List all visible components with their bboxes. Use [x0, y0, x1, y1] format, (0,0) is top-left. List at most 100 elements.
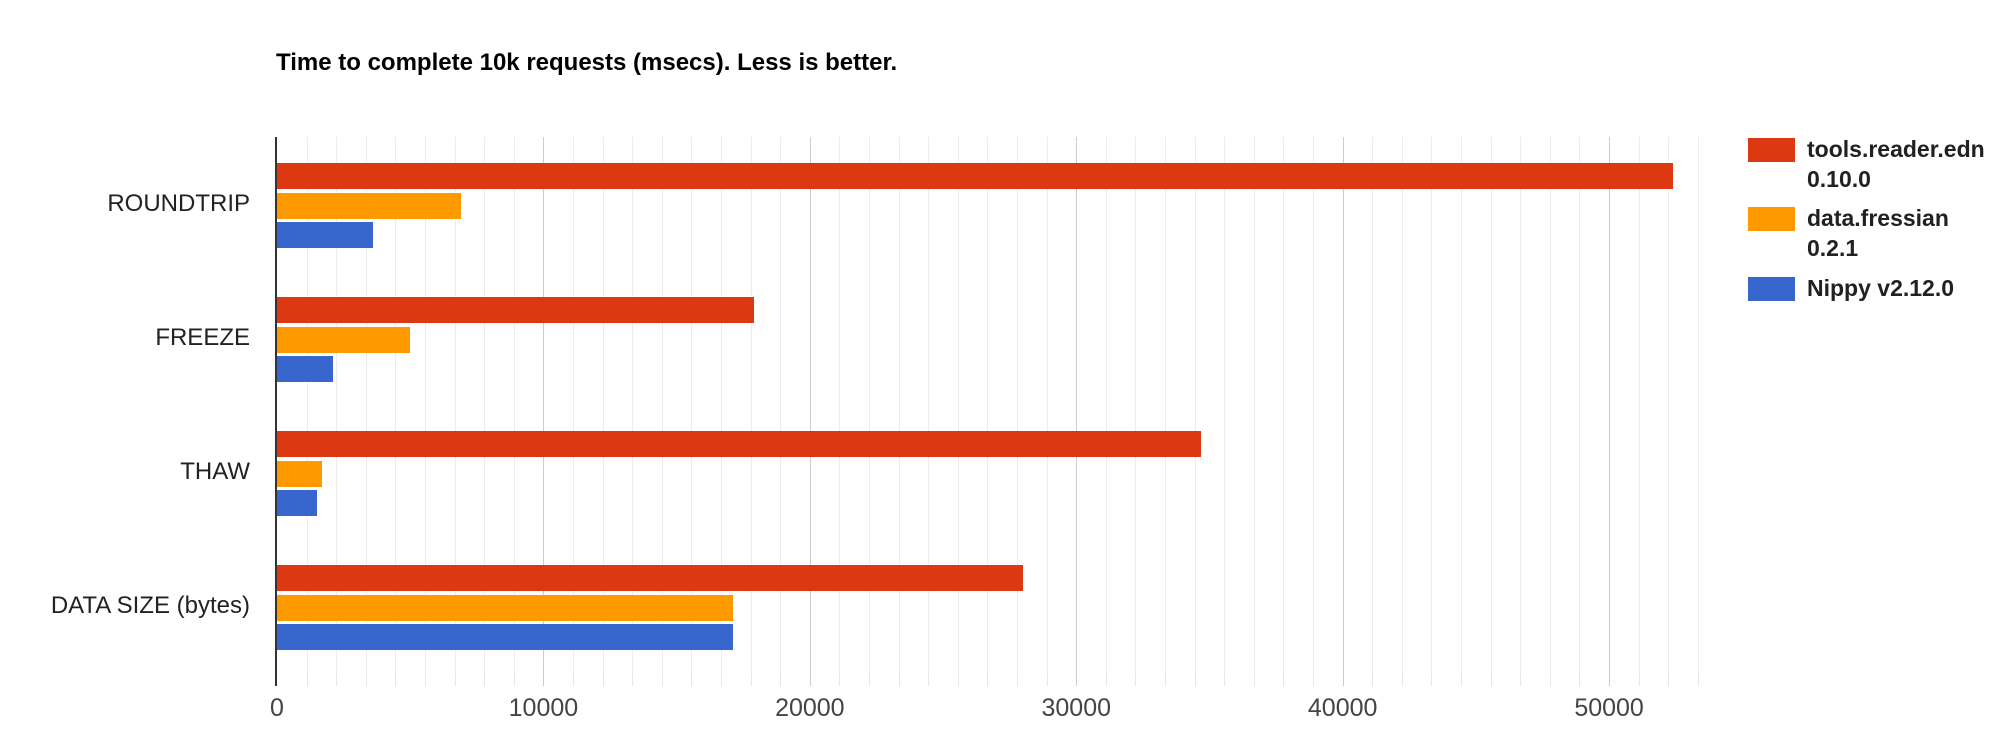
- axis-tick: [1638, 673, 1640, 686]
- minor-gridline: [661, 137, 663, 673]
- axis-tick: [1017, 673, 1019, 686]
- minor-gridline: [1401, 137, 1403, 673]
- axis-tick: [306, 673, 308, 686]
- x-tick-label: 30000: [1041, 694, 1112, 722]
- axis-tick: [809, 673, 811, 686]
- axis-tick: [1342, 673, 1344, 686]
- bar-freeze-series-0[interactable]: [277, 297, 754, 323]
- bar-thaw-series-1[interactable]: [277, 460, 323, 487]
- major-gridline: [1609, 137, 1611, 673]
- axis-tick: [1046, 673, 1048, 686]
- minor-gridline: [1253, 137, 1255, 673]
- category-label: FREEZE: [155, 324, 250, 351]
- minor-gridline: [721, 137, 723, 673]
- minor-gridline: [957, 137, 959, 673]
- bar-thaw-series-2[interactable]: [277, 490, 317, 516]
- x-tick-label: 50000: [1574, 694, 1644, 722]
- minor-gridline: [1372, 137, 1374, 673]
- axis-tick: [869, 673, 871, 686]
- bar-roundtrip-series-2[interactable]: [277, 222, 373, 248]
- axis-tick: [839, 673, 841, 686]
- minor-gridline: [928, 137, 930, 673]
- axis-tick: [1372, 673, 1374, 686]
- bar-thaw-series-0[interactable]: [277, 431, 1202, 457]
- axis-tick: [1431, 673, 1433, 686]
- minor-gridline: [839, 137, 841, 673]
- axis-tick: [543, 673, 545, 686]
- major-gridline: [1076, 137, 1078, 673]
- axis-tick: [750, 673, 752, 686]
- minor-gridline: [573, 137, 575, 673]
- axis-tick: [1579, 673, 1581, 686]
- legend-swatch: [1748, 277, 1795, 301]
- bar-data-size-bytes-series-1[interactable]: [277, 594, 733, 621]
- axis-tick: [632, 673, 634, 686]
- axis-tick: [1253, 673, 1255, 686]
- axis-tick: [484, 673, 486, 686]
- axis-tick: [1135, 673, 1137, 686]
- axis-tick: [1076, 673, 1078, 686]
- minor-gridline: [1638, 137, 1640, 673]
- axis-tick: [898, 673, 900, 686]
- category-label: THAW: [180, 458, 250, 485]
- bar-freeze-series-2[interactable]: [277, 356, 333, 382]
- bar-roundtrip-series-0[interactable]: [277, 163, 1674, 189]
- axis-tick: [1520, 673, 1522, 686]
- x-axis-baseline: [275, 137, 277, 686]
- minor-gridline: [1579, 137, 1581, 673]
- minor-gridline: [1520, 137, 1522, 673]
- axis-tick: [336, 673, 338, 686]
- x-tick-label: 10000: [508, 694, 579, 722]
- legend-label: tools.reader.edn 0.10.0: [1807, 136, 1985, 192]
- minor-gridline: [691, 137, 693, 673]
- minor-gridline: [750, 137, 752, 673]
- minor-gridline: [1194, 137, 1196, 673]
- bar-roundtrip-series-1[interactable]: [277, 192, 461, 219]
- axis-tick: [1313, 673, 1315, 686]
- axis-tick: [1461, 673, 1463, 686]
- minor-gridline: [454, 137, 456, 673]
- minor-gridline: [602, 137, 604, 673]
- minor-gridline: [1017, 137, 1019, 673]
- axis-tick: [513, 673, 515, 686]
- axis-tick: [1668, 673, 1670, 686]
- minor-gridline: [425, 137, 426, 673]
- axis-tick: [1549, 673, 1551, 686]
- minor-gridline: [1461, 137, 1463, 673]
- axis-tick: [395, 673, 397, 686]
- minor-gridline: [1697, 137, 1699, 673]
- minor-gridline: [1165, 137, 1167, 673]
- axis-tick: [721, 673, 723, 686]
- axis-tick: [1697, 673, 1699, 686]
- axis-tick: [1165, 673, 1167, 686]
- minor-gridline: [1135, 137, 1137, 673]
- axis-tick: [1224, 673, 1226, 686]
- axis-tick: [928, 673, 930, 686]
- x-tick-label: 40000: [1307, 694, 1378, 722]
- minor-gridline: [1224, 137, 1226, 673]
- legend-label: data.fressian 0.2.1: [1807, 205, 1949, 261]
- minor-gridline: [1313, 137, 1315, 673]
- axis-tick: [1609, 673, 1611, 686]
- legend-swatch: [1748, 138, 1795, 162]
- category-label: ROUNDTRIP: [107, 190, 250, 217]
- minor-gridline: [1046, 137, 1048, 673]
- axis-tick: [602, 673, 604, 686]
- minor-gridline: [1549, 137, 1551, 673]
- minor-gridline: [1668, 137, 1670, 673]
- axis-tick: [365, 673, 367, 686]
- major-gridline: [809, 137, 811, 673]
- major-gridline: [1342, 137, 1344, 673]
- minor-gridline: [780, 137, 782, 673]
- bar-freeze-series-1[interactable]: [277, 326, 411, 353]
- axis-tick: [1105, 673, 1107, 686]
- bar-data-size-bytes-series-2[interactable]: [277, 624, 733, 650]
- legend-swatch: [1748, 207, 1795, 231]
- axis-tick: [661, 673, 663, 686]
- axis-tick: [1490, 673, 1492, 686]
- minor-gridline: [306, 137, 308, 673]
- minor-gridline: [898, 137, 900, 673]
- bar-data-size-bytes-series-0[interactable]: [277, 565, 1023, 591]
- axis-tick: [987, 673, 989, 686]
